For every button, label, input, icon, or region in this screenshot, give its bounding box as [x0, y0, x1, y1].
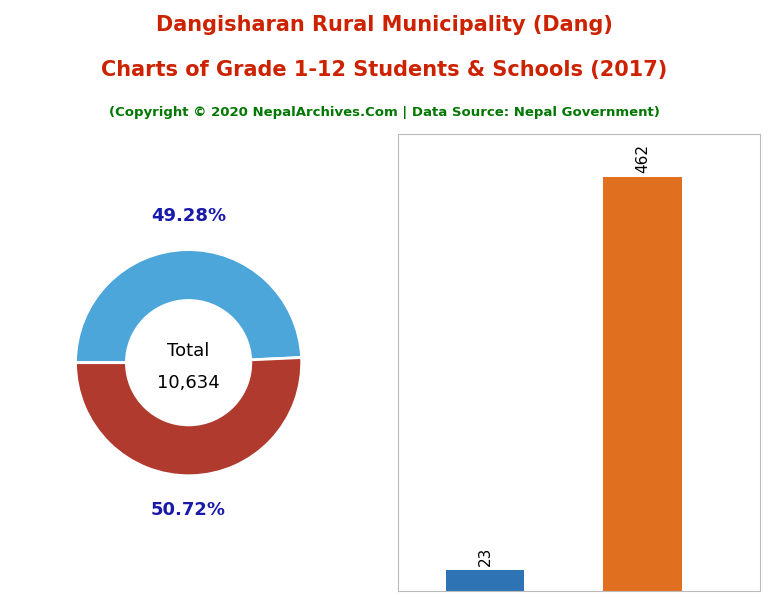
Text: 50.72%: 50.72%	[151, 501, 226, 519]
Text: Total: Total	[167, 342, 210, 361]
Text: 10,634: 10,634	[157, 374, 220, 392]
Text: Charts of Grade 1-12 Students & Schools (2017): Charts of Grade 1-12 Students & Schools …	[101, 60, 667, 80]
Bar	[603, 177, 682, 591]
Circle shape	[127, 300, 251, 425]
Text: Dangisharan Rural Municipality (Dang): Dangisharan Rural Municipality (Dang)	[156, 15, 612, 35]
Wedge shape	[75, 250, 302, 363]
Text: 23: 23	[478, 547, 492, 566]
Text: 49.28%: 49.28%	[151, 207, 226, 224]
Bar	[445, 571, 525, 591]
Text: 462: 462	[635, 144, 650, 173]
Text: (Copyright © 2020 NepalArchives.Com | Data Source: Nepal Government): (Copyright © 2020 NepalArchives.Com | Da…	[108, 106, 660, 119]
Wedge shape	[75, 358, 302, 476]
